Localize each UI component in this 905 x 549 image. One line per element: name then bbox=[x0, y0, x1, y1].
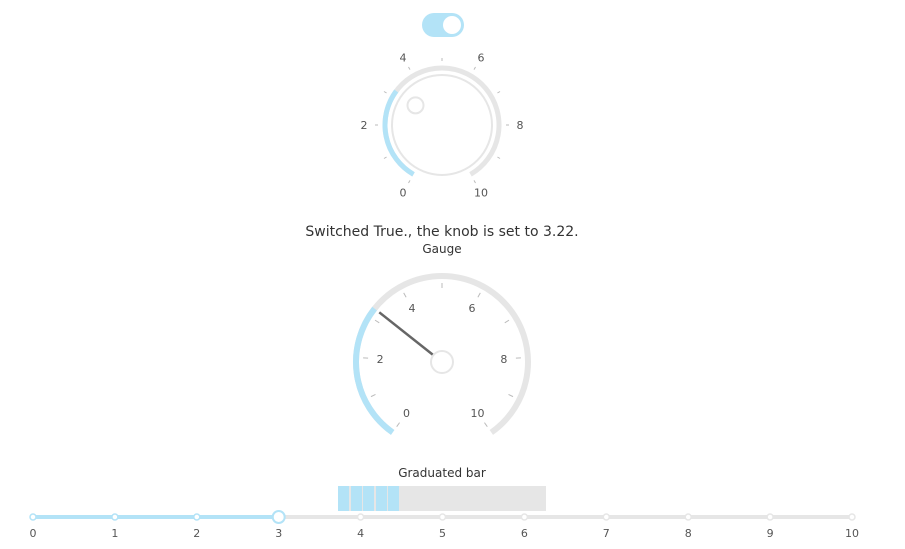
gauge-value-arc bbox=[353, 306, 395, 435]
gauge-hub bbox=[430, 350, 454, 374]
slider-dot bbox=[438, 513, 447, 521]
slider-dot bbox=[193, 513, 201, 521]
knob-tick bbox=[408, 66, 411, 70]
knob-tick bbox=[383, 91, 387, 94]
gauge-tick bbox=[484, 422, 488, 427]
boolean-switch[interactable] bbox=[422, 13, 464, 37]
slider-dot bbox=[274, 513, 283, 521]
gauge-tick-label: 2 bbox=[377, 353, 384, 366]
knob-indicator bbox=[406, 96, 425, 115]
gauge-tick-label: 4 bbox=[408, 302, 415, 315]
knob-tick bbox=[473, 66, 476, 70]
slider-mark-label: 0 bbox=[30, 527, 37, 540]
knob-track bbox=[382, 65, 502, 177]
slider-mark-label: 3 bbox=[275, 527, 282, 540]
gauge-tick-label: 0 bbox=[403, 407, 410, 420]
gauge-tick-label: 6 bbox=[469, 302, 476, 315]
slider-dot bbox=[520, 513, 529, 521]
slider-dot bbox=[848, 513, 856, 521]
knob-value-arc bbox=[382, 89, 415, 177]
gauge-track bbox=[353, 273, 531, 435]
status-text: Switched True., the knob is set to 3.22. bbox=[305, 224, 579, 240]
slider-mark-label: 1 bbox=[111, 527, 118, 540]
graduated-bar-segment bbox=[375, 486, 387, 511]
slider-dot bbox=[356, 513, 365, 521]
knob-tick-label: 6 bbox=[478, 51, 485, 64]
graduated-bar-label: Graduated bar bbox=[398, 466, 486, 480]
gauge-tick bbox=[370, 393, 376, 398]
gauge-tick bbox=[477, 292, 481, 298]
slider-mark-label: 2 bbox=[193, 527, 200, 540]
slider-mark-label: 6 bbox=[521, 527, 528, 540]
gauge-needle bbox=[378, 311, 443, 363]
graduated-bar-segment bbox=[350, 486, 362, 511]
slider-mark-label: 9 bbox=[767, 527, 774, 540]
switch-thumb bbox=[443, 16, 461, 34]
slider-dot bbox=[111, 513, 119, 521]
knob-tick-label: 8 bbox=[517, 119, 524, 132]
knob-tick-label: 0 bbox=[400, 187, 407, 200]
gauge-tick-label: 10 bbox=[471, 407, 485, 420]
knob-tick-label: 2 bbox=[361, 119, 368, 132]
knob-tick bbox=[497, 91, 501, 94]
knob-tick bbox=[497, 156, 501, 159]
gauge-tick bbox=[508, 393, 514, 398]
gauge-tick-label: 8 bbox=[500, 353, 507, 366]
knob-tick bbox=[383, 156, 387, 159]
slider-dot bbox=[602, 513, 611, 521]
slider-mark-label: 5 bbox=[439, 527, 446, 540]
slider-handle[interactable] bbox=[271, 510, 286, 524]
knob-tick-label: 10 bbox=[474, 187, 488, 200]
slider-mark-label: 8 bbox=[685, 527, 692, 540]
slider-mark-label: 10 bbox=[845, 527, 859, 540]
slider-dot bbox=[29, 513, 37, 521]
gauge-tick bbox=[504, 319, 510, 324]
graduated-bar-segment bbox=[388, 486, 399, 511]
knob-body[interactable] bbox=[391, 74, 493, 176]
slider-dot bbox=[684, 513, 692, 521]
knob-tick-label: 4 bbox=[400, 51, 407, 64]
knob-tick bbox=[408, 180, 411, 184]
gauge-tick bbox=[403, 292, 407, 298]
slider-mark-label: 4 bbox=[357, 527, 364, 540]
slider-dot bbox=[766, 513, 774, 521]
gauge-tick bbox=[374, 319, 380, 324]
knob-tick bbox=[473, 180, 476, 184]
graduated-bar-segment bbox=[338, 486, 349, 511]
graduated-bar bbox=[338, 486, 546, 511]
gauge-label: Gauge bbox=[422, 242, 462, 256]
gauge-tick bbox=[396, 422, 400, 427]
graduated-bar-segment bbox=[363, 486, 374, 511]
slider-mark-label: 7 bbox=[603, 527, 610, 540]
